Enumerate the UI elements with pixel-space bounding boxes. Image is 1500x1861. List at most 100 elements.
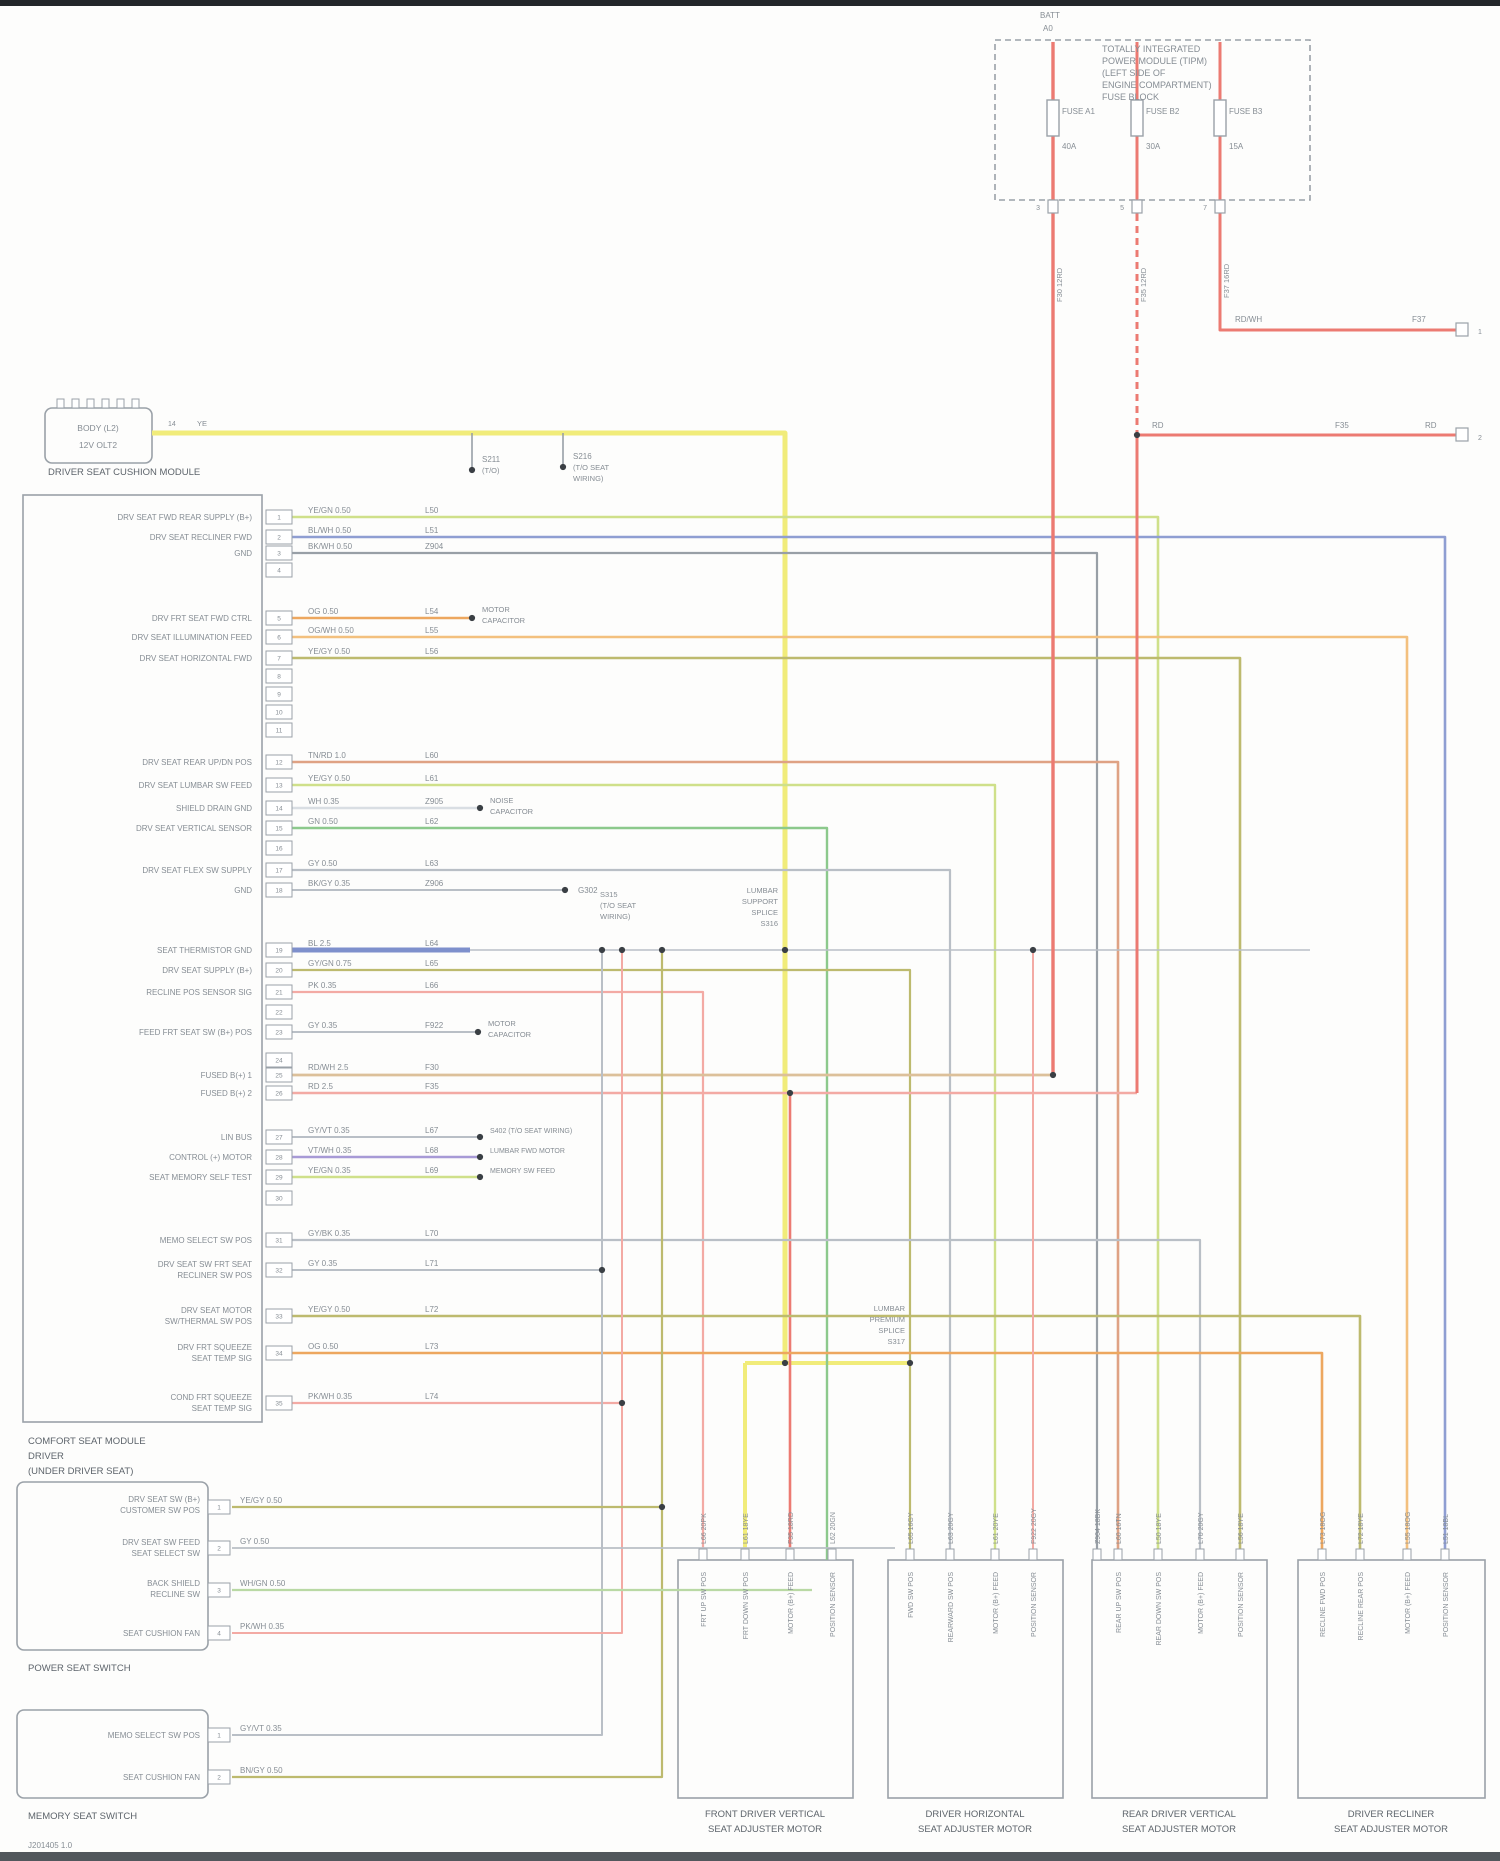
label: 2 bbox=[1478, 435, 1482, 442]
junction-dot bbox=[476, 1173, 484, 1181]
label: FWD SW POS bbox=[908, 1572, 915, 1618]
label: REAR DOWN SW POS bbox=[1156, 1572, 1163, 1646]
label: BL 2.5 bbox=[308, 939, 331, 948]
pin bbox=[207, 1582, 231, 1598]
junction-dot bbox=[561, 886, 569, 894]
label: MOTOR bbox=[482, 605, 510, 614]
pin bbox=[265, 882, 293, 898]
label: RECLINE REAR POS bbox=[1358, 1572, 1365, 1641]
block-terminal bbox=[1092, 1548, 1102, 1561]
label: F922 20GY bbox=[1031, 1508, 1038, 1544]
block-terminal bbox=[740, 1548, 750, 1561]
label: VT/WH 0.35 bbox=[308, 1146, 352, 1155]
label: SEAT TEMP SIG bbox=[192, 1354, 252, 1363]
block-terminal bbox=[905, 1548, 915, 1561]
wire bbox=[292, 656, 1242, 1560]
label: MEMORY SW FEED bbox=[490, 1168, 555, 1175]
junction-dot bbox=[474, 1028, 482, 1036]
junction-dot bbox=[658, 946, 666, 954]
label: BATT bbox=[1040, 11, 1060, 20]
label: DRIVER RECLINER bbox=[1348, 1809, 1435, 1820]
junction-dot bbox=[786, 1089, 794, 1097]
label: S315 bbox=[600, 890, 618, 899]
label: DRV SEAT VERTICAL SENSOR bbox=[136, 824, 252, 833]
pin-number: 7 bbox=[277, 656, 281, 663]
label: POWER MODULE (TIPM) bbox=[1102, 56, 1207, 66]
pin-number: 17 bbox=[275, 868, 283, 875]
pin-number: 13 bbox=[275, 783, 283, 790]
pin-number: 5 bbox=[277, 616, 281, 623]
label: DRV FRT SEAT FWD CTRL bbox=[152, 614, 253, 623]
label: PK/WH 0.35 bbox=[240, 1622, 285, 1631]
label: SUPPORT bbox=[742, 897, 779, 906]
junction-dot bbox=[906, 1359, 914, 1367]
label: L65 bbox=[425, 959, 439, 968]
fuse-symbol bbox=[1213, 99, 1227, 137]
label: REARWARD SW POS bbox=[948, 1572, 955, 1643]
label: RECLINER SW POS bbox=[177, 1271, 252, 1280]
label: MOTOR (B+) FEED bbox=[1405, 1572, 1412, 1634]
label: FUSE A1 bbox=[1062, 107, 1095, 116]
pin-number: 20 bbox=[275, 968, 283, 975]
label: F35 bbox=[1335, 421, 1349, 430]
pin bbox=[207, 1499, 231, 1515]
label: BK/WH 0.50 bbox=[308, 542, 353, 551]
page-bottom-edge bbox=[0, 1852, 1500, 1861]
label: L60 bbox=[425, 751, 439, 760]
label: L68 bbox=[425, 1146, 439, 1155]
label: DRIVER SEAT CUSHION MODULE bbox=[48, 467, 200, 478]
block-terminal bbox=[1317, 1548, 1327, 1561]
block-terminal bbox=[1402, 1548, 1412, 1561]
label: COND FRT SQUEEZE bbox=[171, 1393, 253, 1402]
motor-block-3 bbox=[1091, 1559, 1268, 1799]
label: SEAT MEMORY SELF TEST bbox=[149, 1173, 252, 1182]
label: SEAT CUSHION FAN bbox=[123, 1629, 200, 1638]
pin bbox=[265, 1149, 293, 1165]
pin bbox=[265, 840, 293, 856]
pin-number: 22 bbox=[275, 1010, 283, 1017]
label: WH/GN 0.50 bbox=[240, 1579, 286, 1588]
label: L73 18OG bbox=[1320, 1512, 1327, 1544]
pin-number: 3 bbox=[217, 1588, 221, 1595]
fusebox-terminal bbox=[1047, 199, 1059, 214]
label: S216 bbox=[573, 452, 592, 461]
label: GN 0.50 bbox=[308, 817, 338, 826]
pin bbox=[265, 610, 293, 626]
label: REAR UP SW POS bbox=[1116, 1572, 1123, 1633]
label: RECLINE SW bbox=[150, 1590, 200, 1599]
label: L70 20GY bbox=[1198, 1512, 1205, 1544]
pin bbox=[265, 1345, 293, 1361]
label: L56 bbox=[425, 647, 439, 656]
label: SEAT CUSHION FAN bbox=[123, 1773, 200, 1782]
label: 1 bbox=[1478, 329, 1482, 336]
label: POSITION SENSOR bbox=[1443, 1572, 1450, 1637]
pin bbox=[207, 1727, 231, 1743]
label: MOTOR (B+) FEED bbox=[1198, 1572, 1205, 1634]
pin-number: 15 bbox=[275, 826, 283, 833]
label: GY 0.35 bbox=[308, 1021, 338, 1030]
wire bbox=[292, 760, 1120, 1560]
label: F30 12RD bbox=[1055, 267, 1064, 302]
label: (LEFT SIDE OF bbox=[1102, 68, 1166, 78]
block-terminal bbox=[1113, 1548, 1123, 1561]
pin-number: 21 bbox=[275, 990, 283, 997]
label: WIRING) bbox=[573, 474, 604, 483]
fusebox-terminal bbox=[1214, 199, 1226, 214]
pin bbox=[265, 1067, 293, 1083]
label: SPLICE bbox=[751, 908, 778, 917]
pin bbox=[207, 1540, 231, 1556]
block-terminal bbox=[827, 1548, 837, 1561]
label: FUSED B(+) 1 bbox=[201, 1071, 253, 1080]
label: DRV SEAT SW (B+) bbox=[128, 1495, 200, 1504]
label: Z904 18BK bbox=[1095, 1509, 1102, 1544]
label: RECLINE POS SENSOR SIG bbox=[146, 988, 252, 997]
junction-dot bbox=[476, 1153, 484, 1161]
block-terminal bbox=[785, 1548, 795, 1561]
label: S211 bbox=[482, 455, 501, 464]
pin-number: 8 bbox=[277, 674, 281, 681]
label: RD/WH 2.5 bbox=[308, 1063, 349, 1072]
pin-number: 30 bbox=[275, 1196, 283, 1203]
pin bbox=[265, 1169, 293, 1185]
pin bbox=[265, 1024, 293, 1040]
label: TN/RD 1.0 bbox=[308, 751, 346, 760]
